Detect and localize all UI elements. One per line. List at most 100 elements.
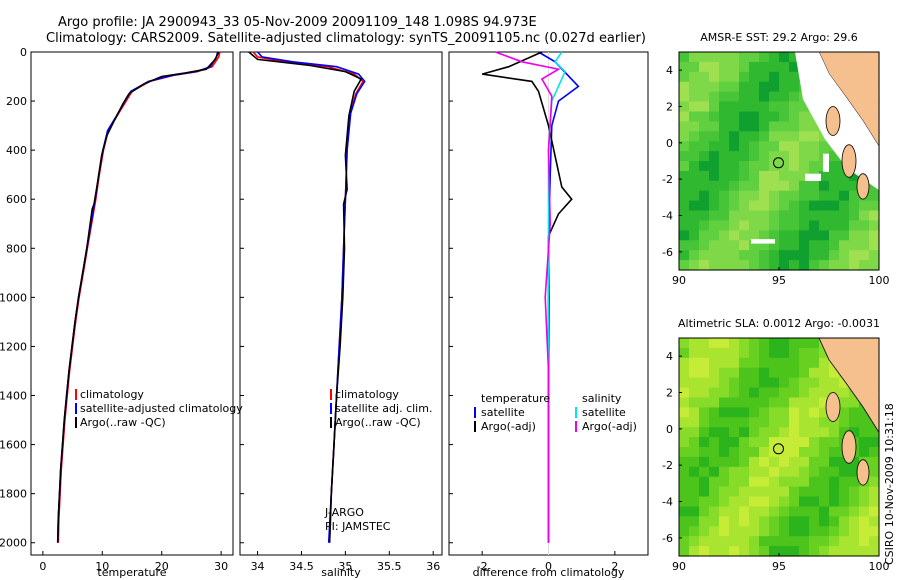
sst_map-cell	[769, 101, 780, 112]
sst_map-cell	[709, 260, 720, 271]
sla_map-cell	[689, 357, 700, 369]
sst_map-cell	[719, 71, 730, 83]
temperature-series-satellite	[56, 51, 219, 543]
sst_map-cell	[719, 190, 730, 202]
sla_map-cell	[719, 526, 730, 537]
sst_map-cell	[729, 170, 740, 182]
sla_map-cell	[839, 496, 850, 507]
sst_map-cell	[679, 141, 690, 152]
sst_map-cell	[789, 240, 800, 251]
sst_map-cell	[709, 111, 720, 122]
sla_map-cell	[759, 407, 770, 418]
sla_map-cell	[679, 536, 690, 547]
sla_map-cell	[779, 367, 790, 379]
sla_map-cell	[739, 516, 750, 527]
sst_map-cell	[739, 71, 750, 83]
temperature-xtick-label: 10	[95, 560, 109, 573]
sla_map-cell	[749, 526, 760, 537]
sst_map-cell	[859, 260, 870, 271]
sst_map-cell	[679, 71, 690, 83]
sst_map-cell	[749, 141, 760, 152]
sla_map-cell	[679, 526, 690, 537]
sla_map-island	[841, 430, 857, 464]
sla_map-cell	[799, 437, 810, 448]
sst_map-cell	[709, 141, 720, 152]
sla_map-cell	[779, 407, 790, 418]
sst_map-cell	[739, 240, 750, 251]
sla_map-cell	[809, 466, 820, 478]
sst_map-cell	[759, 101, 770, 112]
sla_map-cell	[689, 397, 700, 408]
sst_map-cell	[839, 180, 850, 192]
sla_map-cell	[769, 377, 780, 389]
sst_map-cell	[739, 220, 750, 231]
sst_map-cell	[789, 71, 800, 83]
sst_map-cell	[799, 240, 810, 251]
temperature-ytick-label: 1800	[0, 488, 27, 501]
sla_map-cell	[689, 466, 700, 478]
sla_map-cell	[719, 407, 730, 418]
sst_map-cell	[759, 260, 770, 271]
sla_map-cell	[809, 516, 820, 527]
sla_map-cell	[849, 536, 860, 547]
sst_map-cell	[679, 151, 690, 162]
sla_map-cell	[729, 347, 740, 359]
sla_map-cell	[779, 486, 790, 498]
difference-legend-label: satellite	[481, 406, 525, 419]
sst_map-cell	[679, 180, 690, 192]
sla_map-cell	[729, 496, 740, 507]
sst_map-cell	[779, 131, 790, 142]
sst_map-cell	[799, 131, 810, 142]
sst_map-cell	[829, 190, 840, 202]
sla_map-cell	[849, 526, 860, 537]
sla_map-island	[825, 392, 841, 422]
sla_map-cell	[759, 516, 770, 527]
sst_map-cell	[699, 111, 710, 122]
temperature-legend-label: satellite-adjusted climatology	[80, 402, 243, 415]
sla_map-cell	[789, 456, 800, 468]
sst_map-cell	[679, 220, 690, 231]
sst_map-cell	[769, 240, 780, 251]
sla_map-cell	[769, 536, 780, 547]
sst_map-cell	[769, 220, 780, 231]
sst_map-cell	[719, 260, 730, 271]
sla_map-cell	[699, 546, 710, 557]
sst_map-cell	[739, 91, 750, 103]
sla_map-cell	[859, 526, 870, 537]
sla_map-cell	[819, 476, 830, 488]
sst_map-cell	[799, 101, 810, 112]
sla_map-cell	[869, 437, 880, 448]
temperature-legend-label: climatology	[80, 388, 144, 401]
sla_map-cell	[729, 357, 740, 369]
sla_map-cell	[719, 357, 730, 369]
sla_map-cell	[859, 417, 870, 428]
sst_map-cell	[849, 250, 860, 261]
difference-series-temperature-argo	[481, 51, 573, 543]
sst_map-cell	[749, 230, 760, 241]
sst_map-cell	[799, 210, 810, 221]
sla_map-cell	[819, 456, 830, 468]
sla_map-cell	[749, 447, 760, 458]
temperature-ytick-label: 2000	[0, 537, 27, 550]
sst_map-cell	[689, 81, 700, 93]
sla_map-cell	[799, 476, 810, 488]
sla_map-cell	[749, 397, 760, 408]
sla_map-cell	[779, 516, 790, 527]
sla_map-cell	[819, 377, 830, 389]
sla_map-cell	[689, 387, 700, 398]
sla_map-cell	[819, 466, 830, 478]
sla_map-cell	[779, 427, 790, 438]
sla_map-cell	[869, 496, 880, 507]
sst_map-cell	[689, 240, 700, 251]
sla_map-cell	[699, 377, 710, 389]
sst_map-cell	[769, 260, 780, 271]
sst_map-ytick-label: 2	[666, 101, 673, 114]
sst_map-cell	[779, 190, 790, 202]
sla_map-cell	[719, 506, 730, 517]
sst_map-cell	[699, 260, 710, 271]
sla_map-cell	[699, 506, 710, 517]
sst_map-cell	[729, 151, 740, 162]
sst_map-cell	[769, 230, 780, 241]
sst_map-cell	[689, 131, 700, 142]
sst_map-cell	[759, 230, 770, 241]
